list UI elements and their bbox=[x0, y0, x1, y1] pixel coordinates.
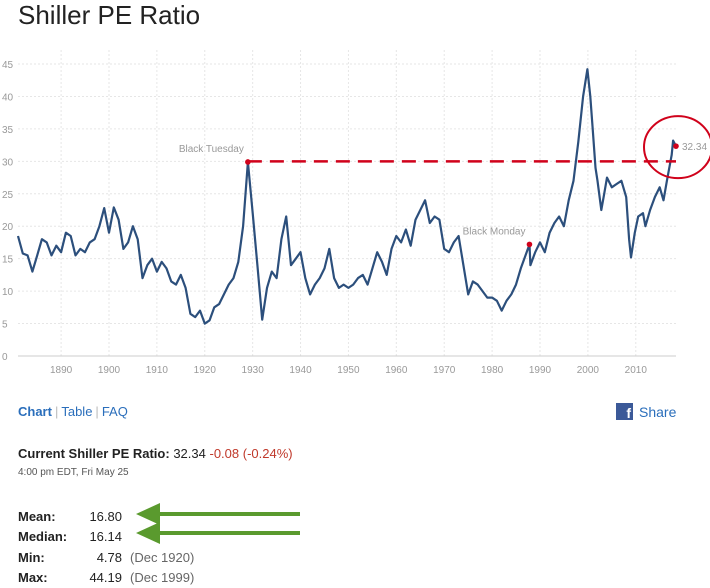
y-tick-label: 25 bbox=[2, 190, 14, 201]
y-tick-label: 0 bbox=[2, 352, 8, 363]
stat-label: Min: bbox=[18, 550, 80, 565]
timestamp: 4:00 pm EDT, Fri May 25 bbox=[18, 467, 129, 478]
y-tick-label: 10 bbox=[2, 287, 14, 298]
annotation-label: Black Tuesday bbox=[179, 144, 244, 155]
x-tick-label: 2010 bbox=[625, 365, 648, 376]
y-tick-label: 35 bbox=[2, 125, 14, 136]
share-button[interactable]: f Share bbox=[616, 403, 676, 420]
tab-separator: | bbox=[55, 404, 58, 419]
x-tick-label: 1910 bbox=[146, 365, 169, 376]
x-tick-label: 1930 bbox=[242, 365, 265, 376]
stat-label: Max: bbox=[18, 570, 80, 585]
view-tabs: Chart|Table|FAQ bbox=[18, 404, 128, 419]
x-tick-label: 2000 bbox=[577, 365, 600, 376]
current-value-label: 32.34 bbox=[682, 142, 707, 153]
x-tick-label: 1900 bbox=[98, 365, 121, 376]
share-label: Share bbox=[639, 404, 676, 420]
stat-row-min: Min: 4.78 (Dec 1920) bbox=[18, 547, 194, 568]
tab-table[interactable]: Table bbox=[61, 404, 92, 419]
shiller-pe-chart: 0 5 10 15 20 25 30 35 40 45 1890 1900 1910 1920 1930 19… bbox=[0, 0, 710, 400]
stat-value: 16.14 bbox=[80, 529, 122, 544]
x-tick-label: 1890 bbox=[50, 365, 73, 376]
tab-faq[interactable]: FAQ bbox=[102, 404, 128, 419]
current-ratio-value: 32.34 bbox=[173, 446, 206, 461]
stat-date: (Dec 1920) bbox=[130, 550, 194, 565]
x-tick-label: 1940 bbox=[289, 365, 312, 376]
pe-ratio-line bbox=[18, 69, 676, 323]
current-point bbox=[673, 143, 679, 149]
stat-value: 4.78 bbox=[80, 550, 122, 565]
x-tick-label: 1990 bbox=[529, 365, 552, 376]
y-tick-label: 20 bbox=[2, 222, 14, 233]
y-tick-label: 30 bbox=[2, 157, 14, 168]
y-tick-label: 45 bbox=[2, 60, 14, 71]
y-tick-label: 40 bbox=[2, 92, 14, 103]
tab-chart[interactable]: Chart bbox=[18, 404, 52, 419]
stats-list: Mean: 16.80 Median: 16.14 Min: 4.78 (Dec… bbox=[18, 506, 194, 588]
x-tick-label: 1920 bbox=[194, 365, 217, 376]
facebook-icon: f bbox=[616, 403, 633, 420]
current-ratio-label: Current Shiller PE Ratio: bbox=[18, 446, 170, 461]
stat-row-max: Max: 44.19 (Dec 1999) bbox=[18, 568, 194, 588]
stat-label: Median: bbox=[18, 529, 80, 544]
stat-value: 16.80 bbox=[80, 509, 122, 524]
stat-row-median: Median: 16.14 bbox=[18, 527, 194, 548]
x-tick-label: 1980 bbox=[481, 365, 504, 376]
annotation-point bbox=[245, 159, 251, 165]
x-tick-label: 1970 bbox=[433, 365, 456, 376]
y-tick-label: 15 bbox=[2, 255, 14, 266]
annotation-point bbox=[527, 242, 533, 248]
x-tick-label: 1960 bbox=[385, 365, 408, 376]
x-tick-label: 1950 bbox=[337, 365, 360, 376]
stat-date: (Dec 1999) bbox=[130, 570, 194, 585]
stat-value: 44.19 bbox=[80, 570, 122, 585]
annotation-label: Black Monday bbox=[463, 226, 526, 237]
y-tick-label: 5 bbox=[2, 320, 8, 331]
current-ratio: Current Shiller PE Ratio: 32.34 -0.08 (-… bbox=[18, 446, 293, 461]
stat-row-mean: Mean: 16.80 bbox=[18, 506, 194, 527]
stat-label: Mean: bbox=[18, 509, 80, 524]
tab-separator: | bbox=[95, 404, 98, 419]
current-ratio-change: -0.08 (-0.24%) bbox=[210, 446, 293, 461]
